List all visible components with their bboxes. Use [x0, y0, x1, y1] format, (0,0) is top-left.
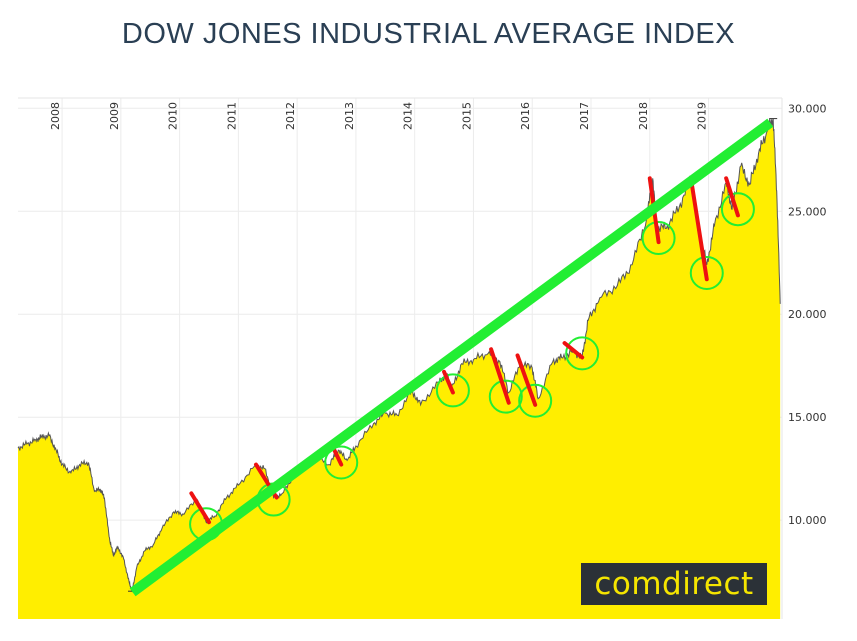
y-tick-label: 25.000 [788, 205, 827, 218]
x-tick-label: 2018 [637, 102, 650, 130]
y-tick-label: 10.000 [788, 514, 827, 527]
dip-circle [324, 445, 359, 480]
x-tick-label: 2019 [696, 102, 709, 130]
x-tick-label: 2012 [284, 102, 297, 130]
y-tick-label: 20.000 [788, 308, 827, 321]
drop-line [688, 176, 709, 282]
x-tick-label: 2015 [460, 102, 473, 130]
dip-circle [641, 221, 676, 256]
x-tick-label: 2011 [225, 102, 238, 130]
y-tick-label: 30.000 [788, 102, 827, 115]
chart-title: DOW JONES INDUSTRIAL AVERAGE INDEX [121, 18, 736, 50]
annotations [129, 118, 774, 597]
x-tick-label: 2017 [578, 102, 591, 130]
drop-line [562, 341, 585, 360]
comdirect-logo-badge: comdirect [581, 563, 767, 605]
x-tick-label: 2008 [49, 102, 62, 130]
x-tick-label: 2016 [519, 102, 532, 130]
dip-circle [435, 373, 470, 408]
series-line [17, 118, 781, 593]
dip-circle [720, 192, 755, 227]
x-tick-label: 2014 [402, 102, 415, 130]
x-tick-label: 2010 [167, 102, 180, 130]
drop-line [724, 176, 740, 218]
dip-circle [488, 379, 523, 414]
x-tick-label: 2009 [108, 102, 121, 130]
series-area-fill [18, 118, 781, 619]
drop-line [189, 491, 211, 525]
x-tick-label: 2013 [343, 102, 356, 130]
axis-ticks: 2008 2009 2010 2011 2012 2013 2014 2015 2016 2017… [49, 102, 826, 527]
drop-line [442, 369, 455, 395]
trend-line [129, 118, 774, 597]
drop-line [515, 353, 538, 407]
y-tick-label: 15.000 [788, 411, 827, 424]
dip-circle [565, 336, 600, 371]
drop-line [489, 347, 511, 405]
dip-circle [518, 383, 553, 418]
dip-circle [689, 256, 724, 291]
